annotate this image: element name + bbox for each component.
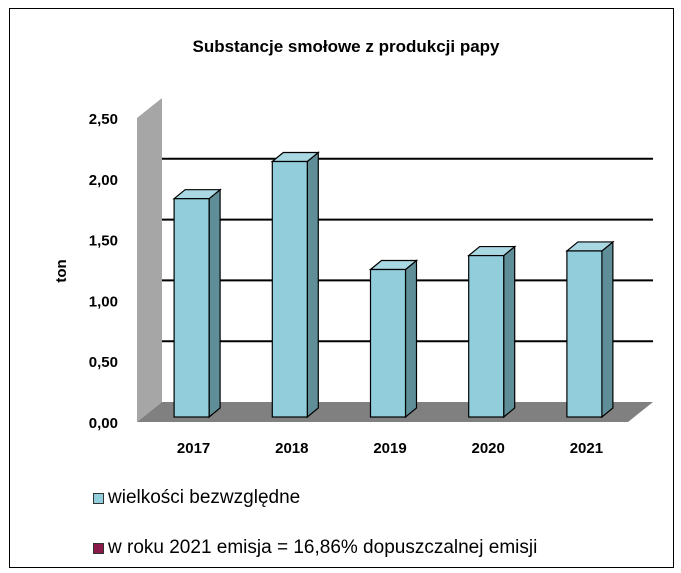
legend-label-absolute: wielkości bezwzględne — [108, 487, 301, 508]
x-tick-label: 2017 — [177, 440, 210, 457]
chart-title: Substancje smołowe z produkcji papy — [192, 37, 500, 56]
bar — [369, 268, 407, 418]
y-axis-label: ton — [53, 259, 70, 282]
y-tick-label: 0,50 — [89, 354, 118, 371]
legend-item-absolute: wielkości bezwzględne — [93, 487, 300, 509]
legend-swatch-emission-share — [93, 542, 104, 554]
legend-label-emission-share: w roku 2021 emisja = 16,86% dopuszczalne… — [108, 537, 538, 558]
bar — [468, 254, 505, 418]
y-tick-label: 2,00 — [89, 172, 118, 189]
bar-side — [503, 245, 516, 419]
legend-swatch-absolute — [93, 492, 104, 504]
bar-side — [306, 151, 319, 419]
side-wall — [137, 98, 162, 422]
bar-side — [404, 259, 418, 419]
legend-item-emission-share: w roku 2021 emisja = 16,86% dopuszczalne… — [93, 537, 537, 559]
x-tick-label: 2019 — [373, 440, 406, 457]
y-tick-label: 1,00 — [89, 293, 118, 310]
plot-area: 0,00 0,50 1,00 1,50 2,00 2,50 2017 2018 2019 2020… — [89, 98, 653, 457]
x-tick-label: 2021 — [570, 440, 603, 457]
bar-side — [208, 188, 221, 419]
bar — [271, 160, 308, 418]
bar-side — [601, 240, 614, 419]
x-tick-label: 2018 — [275, 440, 308, 457]
bar — [566, 250, 603, 418]
y-tick-label: 2,50 — [89, 111, 118, 128]
y-tick-label: 1,50 — [89, 233, 118, 250]
chart-frame — [9, 8, 674, 568]
x-tick-label: 2020 — [472, 440, 505, 457]
y-tick-label: 0,00 — [89, 415, 118, 432]
bar — [173, 198, 210, 418]
